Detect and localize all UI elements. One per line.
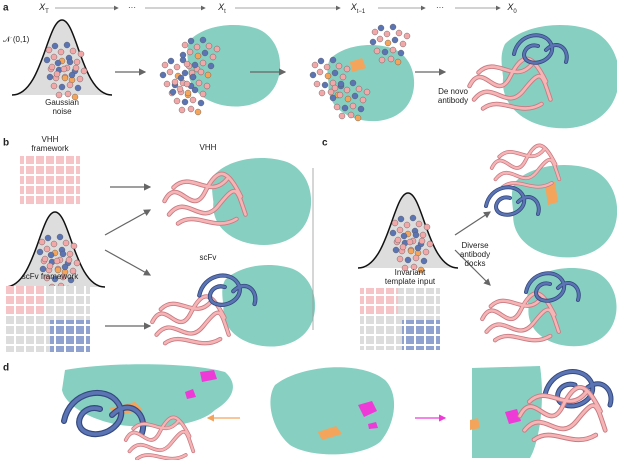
caption: Diverse xyxy=(461,241,489,250)
caption: docks xyxy=(465,259,486,268)
template-matrix xyxy=(360,288,440,350)
step-label: Xt xyxy=(217,2,226,14)
epitope xyxy=(318,426,342,440)
caption: template input xyxy=(385,277,436,286)
arrow xyxy=(104,209,152,236)
surface xyxy=(62,364,233,427)
step-label-part: X xyxy=(350,2,358,12)
gaussian xyxy=(12,20,112,100)
caption: noise xyxy=(52,107,72,116)
step-row: XT ··· Xt Xt−1 ··· X0 xyxy=(38,2,517,14)
step-label-part: t xyxy=(224,9,226,15)
step-label-part: ··· xyxy=(436,3,444,12)
caption: Gaussian xyxy=(45,98,79,107)
surface xyxy=(270,367,395,455)
caption: scFv framework xyxy=(22,272,79,281)
caption: VHH xyxy=(200,143,217,152)
step-label-part: X xyxy=(217,2,225,12)
step-label: Xt−1 xyxy=(350,2,366,14)
caption: antibody xyxy=(438,96,468,105)
epitope xyxy=(470,418,480,430)
arrow xyxy=(104,249,152,276)
distribution-label: 𝒩 (0,1) xyxy=(3,35,30,44)
template-matrix xyxy=(5,286,90,352)
panel-label: d xyxy=(3,363,9,374)
panel-label: c xyxy=(322,138,328,149)
gaussian xyxy=(358,193,458,273)
caption: Invariant xyxy=(395,268,426,277)
step-label: X0 xyxy=(506,2,517,14)
step-label-part: ··· xyxy=(128,3,136,12)
epitope xyxy=(350,58,366,72)
caption: VHH xyxy=(42,135,59,144)
step-label-part: X xyxy=(506,2,514,12)
caption: scFv xyxy=(200,253,217,262)
epitope xyxy=(545,182,558,205)
step-label-part: 0 xyxy=(513,9,517,15)
epitope xyxy=(185,370,217,399)
step-label: ··· xyxy=(128,3,136,12)
arrow xyxy=(454,211,492,236)
caption: framework xyxy=(31,144,69,153)
surface xyxy=(527,268,617,347)
step-label-part: t−1 xyxy=(357,9,366,15)
caption: De novo xyxy=(438,87,468,96)
step-label-part: X xyxy=(38,2,46,12)
epitope xyxy=(505,409,521,424)
panel-label: a xyxy=(3,3,9,14)
epitope xyxy=(358,401,378,429)
panel-label: b xyxy=(3,138,9,149)
template-matrix xyxy=(20,156,80,206)
arrow xyxy=(454,249,491,286)
step-label: ··· xyxy=(436,3,444,12)
surface xyxy=(212,158,312,245)
caption: antibody xyxy=(460,250,490,259)
step-label-part: T xyxy=(45,9,49,15)
surface xyxy=(222,265,316,347)
step-label: XT xyxy=(38,2,49,14)
